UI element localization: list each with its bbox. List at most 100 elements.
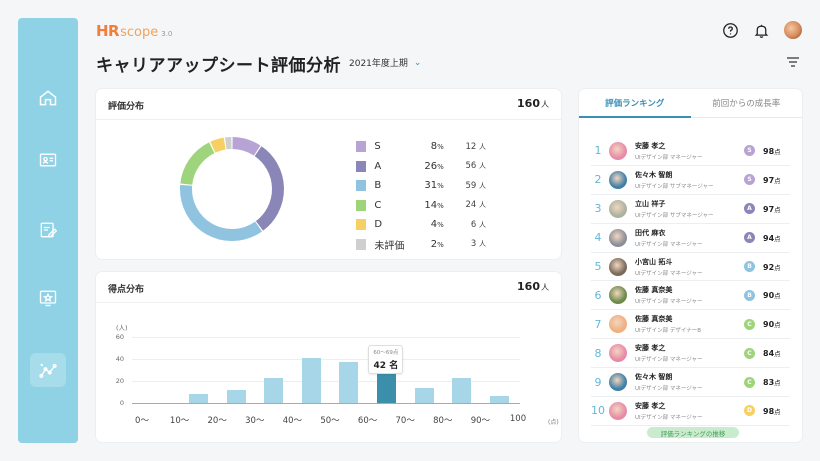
x-tick-label: 10〜 [169,416,190,426]
donut-chart [180,137,284,241]
score-unit: 点 [774,292,781,301]
tab-growth[interactable]: 前回からの成長率 [712,99,781,109]
ranking-history-button[interactable]: 評価ランキングの推移 [647,427,739,438]
legend-percent-value: 2 [430,238,438,250]
donut-slice-C[interactable] [180,142,215,186]
legend-percent-unit: % [437,143,444,152]
employee-role: UIデザイン部 サブマネージャー [635,183,714,190]
distribution-card: 評価分布 160人 S 8% 12 人 A 26% 56 人 B 31% 59 人 C 14% 24 … [96,89,561,259]
nav-home[interactable] [30,81,66,115]
score-number: 98 [763,406,775,416]
employee-name: 佐々木 智朗 [635,373,673,382]
nav-profile[interactable] [30,143,66,177]
grade-badge: S [744,174,755,186]
rank-number: 5 [594,260,602,273]
grade-badge: B [744,261,755,272]
legend-count-unit: 人 [479,240,487,249]
employee-role: UIデザイン部 マネージャー [635,154,703,161]
histogram-bar[interactable] [188,394,208,403]
x-tick-label: 90〜 [470,416,491,426]
histogram-bar[interactable] [226,389,246,403]
ranking-row[interactable]: 5 小宮山 拓斗 UIデザイン部 マネージャー B 92点 [591,253,790,282]
help-icon[interactable] [722,22,739,39]
legend-percent: 26% [418,161,443,172]
nav-analytics[interactable] [30,353,66,387]
chevron-down-icon: ⌄ [413,57,422,68]
score-unit: 点 [774,234,781,243]
legend-count: 24 人 [444,200,486,210]
donut-slice-D[interactable] [210,137,226,153]
employee-name: 佐々木 智朗 [635,170,673,179]
avatar [609,401,627,420]
rank-number: 8 [594,346,602,360]
gridline [132,337,520,338]
x-tick-label: 40〜 [282,416,303,426]
rank-number: 3 [594,202,602,216]
grade-badge: C [744,318,755,330]
grade-badge: A [744,203,755,215]
rank-number: 10 [591,404,605,418]
donut-slice-S[interactable] [232,137,261,156]
employee-role: UIデザイン部 サブマネージャー [635,212,714,219]
period-selector[interactable]: 2021年度上期 ⌄ [349,56,422,70]
nav-evaluation[interactable] [30,281,66,315]
histogram-bar[interactable] [339,362,359,403]
rank-number: 7 [594,317,602,331]
divider [96,119,561,120]
donut-slice-B[interactable] [180,184,263,241]
employee-role: UIデザイン部 デザイナーB [635,328,702,335]
bar-tooltip: 60〜69点 42 名 [368,345,404,375]
histogram-bar[interactable] [376,374,396,403]
legend-label: C [374,199,382,211]
ranking-row[interactable]: 8 安藤 孝之 UIデザイン部 マネージャー C 84点 [591,339,790,369]
score-title: 得点分布 [108,285,145,295]
ranking-row[interactable]: 10 安藤 孝之 UIデザイン部 マネージャー D 98点 [591,397,790,426]
ranking-row[interactable]: 4 田代 麻衣 UIデザイン部 マネージャー A 94点 [591,224,790,253]
score-unit: 点 [774,321,781,330]
ranking-row[interactable]: 3 立山 祥子 UIデザイン部 サブマネージャー A 97点 [591,195,790,224]
ranking-card: 評価ランキング 前回からの成長率 1 安藤 孝之 UIデザイン部 マネージャー S 98… [579,89,802,442]
employee-role: UIデザイン部 マネージャー [635,270,703,277]
ranking-row[interactable]: 1 安藤 孝之 UIデザイン部 マネージャー S 98点 [591,137,790,166]
nav-sheet[interactable] [30,213,66,247]
legend-percent-value: 8 [430,141,438,153]
tab-ranking[interactable]: 評価ランキング [579,89,691,118]
ranking-row[interactable]: 9 佐々木 智朗 UIデザイン部 マネージャー C 83点 [591,368,790,398]
histogram-bar[interactable] [452,377,472,403]
histogram-bar[interactable] [489,396,509,403]
score-number: 97 [763,175,775,185]
ranking-row[interactable]: 2 佐々木 智朗 UIデザイン部 サブマネージャー S 97点 [591,166,790,195]
legend-count-unit: 人 [479,142,487,151]
score-unit: 点 [774,407,781,416]
gridline [132,359,520,360]
ranking-row[interactable]: 7 佐藤 真奈美 UIデザイン部 デザイナーB C 90点 [591,310,790,340]
employee-name: 立山 祥子 [635,199,666,208]
user-avatar[interactable] [784,21,802,39]
score-card: 得点分布 160人 (人) 60 40 20 0 0〜 10〜 20〜 30〜 40〜 50〜 60… [96,272,561,442]
legend-label: D [374,219,383,231]
bell-icon[interactable] [753,22,770,39]
legend-count-value: 3 [470,239,477,250]
legend-count-unit: 人 [479,201,487,210]
histogram-bar[interactable] [414,387,434,403]
histogram-bar[interactable] [264,377,284,403]
logo-scope: scope [120,25,159,40]
y-tick-label: 40 [115,355,124,363]
legend-row: D 4% 6 人 [356,215,486,235]
score-value: 83点 [763,377,781,387]
donut-slice-A[interactable] [254,146,284,231]
ranking-row[interactable]: 6 佐藤 真奈美 UIデザイン部 マネージャー B 90点 [591,281,790,311]
distribution-legend: S 8% 12 人 A 26% 56 人 B 31% 59 人 C 14% 24 人 D 4% 6 人未評価… [356,137,486,254]
filter-menu-icon[interactable] [786,56,800,68]
y-tick-label: 0 [119,399,124,407]
legend-swatch [356,141,367,153]
legend-row: C 14% 24 人 [356,196,486,216]
histogram-bar[interactable] [301,357,321,403]
legend-percent: 31% [418,180,443,191]
employee-role: UIデザイン部 マネージャー [635,241,703,248]
app-logo[interactable]: HR scope 3.0 [96,22,172,40]
grade-badge: S [744,145,755,157]
employee-name: 小宮山 拓斗 [635,257,673,266]
legend-swatch [356,238,367,250]
distribution-count-value: 160 [517,97,540,110]
